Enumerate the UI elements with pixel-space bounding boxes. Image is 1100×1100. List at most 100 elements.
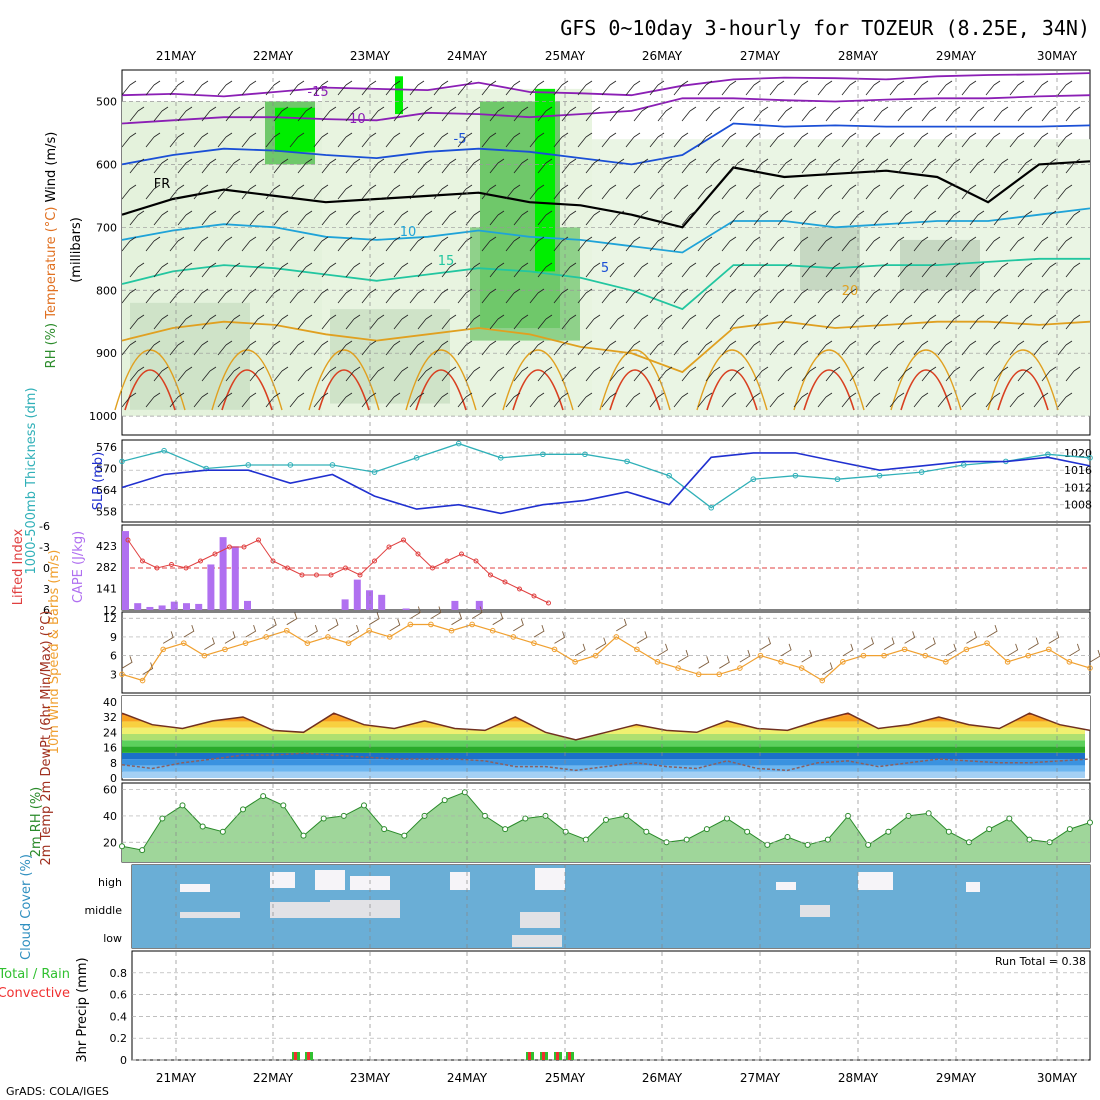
- upper-wind-barb: [1065, 106, 1081, 122]
- upper-wind-barb: [985, 340, 1001, 356]
- upper-wind-barb: [585, 262, 601, 278]
- upper-wind-barb: [1033, 132, 1049, 148]
- cape-bar: [244, 600, 251, 610]
- li-point: [285, 565, 290, 571]
- upper-wind-barb: [681, 158, 697, 174]
- upper-wind-barb: [385, 184, 401, 200]
- slp-tick: 1016: [1064, 464, 1092, 477]
- temp-line: [121, 712, 1091, 741]
- rh-tick: 60: [103, 784, 117, 797]
- upper-wind-barb: [1065, 314, 1081, 330]
- thickness-tick: 576: [96, 441, 117, 454]
- upper-wind-barb: [433, 132, 449, 148]
- cloud-high-block: [270, 872, 295, 888]
- upper-wind-barb: [313, 340, 329, 356]
- rh-point: [1006, 815, 1013, 822]
- wind-barb: [471, 606, 483, 619]
- upper-wind-barb: [177, 314, 193, 330]
- upper-wind-barb: [889, 184, 905, 200]
- rh-area: [122, 792, 1090, 862]
- wind-speed-point: [139, 677, 146, 684]
- wind-speed-point: [222, 646, 228, 653]
- upper-wind-barb: [241, 288, 257, 304]
- upper-wind-barb: [753, 262, 769, 278]
- isotherm--15: [121, 72, 1091, 98]
- upper-wind-barb: [889, 340, 905, 356]
- wind-barb: [492, 612, 504, 626]
- upper-wind-barb: [513, 106, 529, 122]
- upper-wind-barb: [649, 288, 665, 304]
- upper-wind-barb: [537, 210, 553, 226]
- upper-wind-barb: [961, 392, 977, 408]
- li-point: [328, 572, 334, 578]
- upper-wind-barb: [361, 132, 377, 148]
- upper-wind-barb: [721, 288, 737, 304]
- upper-wind-barb: [345, 210, 361, 226]
- cape-bar: [231, 546, 239, 610]
- upper-wind-barb: [609, 210, 625, 226]
- run-total: Run Total = 0.38: [995, 955, 1086, 968]
- upper-wind-barb: [409, 132, 425, 148]
- upper-wind-barb: [913, 392, 929, 408]
- upper-wind-barb: [913, 184, 929, 200]
- wind-speed-point: [448, 627, 455, 634]
- upper-wind-barb: [729, 262, 745, 278]
- upper-wind-barb: [361, 236, 377, 252]
- upper-wind-barb: [1057, 184, 1073, 200]
- upper-wind-barb: [529, 236, 545, 252]
- temp-band: [122, 740, 1085, 747]
- bottom-day-label: 30MAY: [1037, 1071, 1078, 1085]
- upper-wind-barb: [873, 158, 889, 174]
- upper-wind-barb: [289, 80, 305, 96]
- upper-wind-barb: [321, 262, 337, 278]
- cape-bar: [158, 605, 166, 610]
- top-day-label: 23MAY: [350, 49, 391, 63]
- upper-wind-barb: [193, 340, 209, 356]
- isotherm-label: 15: [438, 254, 455, 269]
- wind-barb: [1027, 637, 1039, 651]
- upper-wind-barb: [289, 236, 305, 252]
- upper-wind-barb: [841, 132, 857, 148]
- upper-wind-barb: [505, 236, 521, 252]
- thickness-point: [834, 476, 841, 483]
- rh-point: [441, 797, 448, 804]
- upper-wind-barb: [849, 158, 865, 174]
- upper-wind-barb: [793, 340, 809, 356]
- upper-wind-barb: [337, 184, 353, 200]
- upper-wind-barb: [993, 210, 1009, 226]
- upper-wind-barb: [577, 340, 593, 356]
- upper-wind-barb: [681, 366, 697, 382]
- wind-barb: [698, 656, 710, 669]
- upper-wind-barb: [921, 210, 937, 226]
- upper-wind-barb: [609, 314, 625, 330]
- upper-wind-barb: [745, 288, 761, 304]
- upper-wind-barb: [793, 288, 809, 304]
- upper-wind-barb: [625, 288, 641, 304]
- wind-speed-line: [121, 623, 1091, 682]
- upper-wind-barb: [1041, 262, 1057, 278]
- upper-wind-barb: [913, 340, 929, 356]
- upper-wind-barb: [385, 80, 401, 96]
- upper-wind-barb: [1041, 210, 1057, 226]
- upper-wind-barb: [609, 106, 625, 122]
- upper-wind-barb: [561, 314, 577, 330]
- upper-wind-barb: [769, 392, 785, 408]
- upper-wind-barb: [433, 340, 449, 356]
- upper-wind-barb: [505, 80, 521, 96]
- upper-wind-barb: [1057, 236, 1073, 252]
- rh-shade: [330, 309, 450, 404]
- li-point: [154, 565, 160, 571]
- upper-wind-barb: [273, 366, 289, 382]
- upper-wind-barb: [129, 106, 145, 122]
- upper-wind-barb: [193, 132, 209, 148]
- upper-wind-barb: [289, 340, 305, 356]
- cloud-grey-block: [520, 912, 560, 928]
- upper-wind-barb: [681, 262, 697, 278]
- upper-wind-barb: [921, 262, 937, 278]
- upper-wind-barb: [193, 236, 209, 252]
- top-day-label: 26MAY: [642, 49, 683, 63]
- upper-wind-barb: [337, 392, 353, 408]
- upper-wind-barb: [777, 314, 793, 330]
- upper-wind-barb: [921, 158, 937, 174]
- warm-isotherm: [405, 349, 477, 411]
